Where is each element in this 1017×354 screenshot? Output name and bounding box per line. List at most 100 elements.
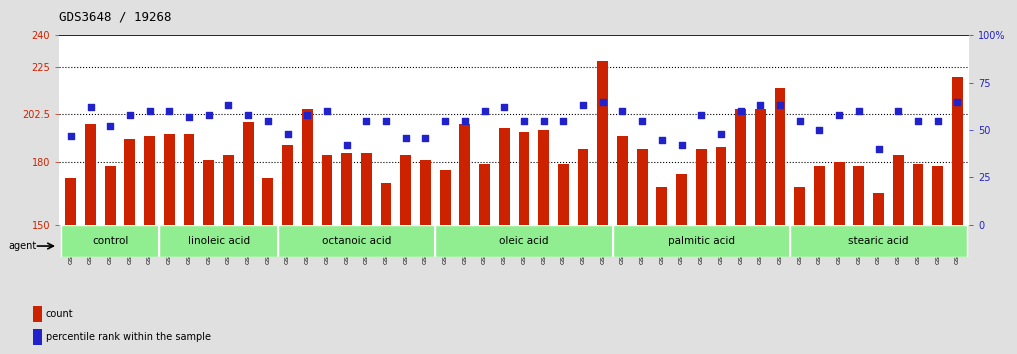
Text: control: control <box>92 236 128 246</box>
Point <box>476 108 492 114</box>
Bar <box>124 138 135 225</box>
Point <box>753 103 769 108</box>
Bar <box>498 128 510 225</box>
Bar <box>401 155 411 225</box>
Point <box>732 108 749 114</box>
Bar <box>617 136 627 225</box>
Point <box>181 114 197 120</box>
Point <box>280 131 296 137</box>
Bar <box>282 145 293 225</box>
Bar <box>597 61 608 225</box>
Bar <box>144 136 155 225</box>
Bar <box>874 193 884 225</box>
Point <box>200 112 217 118</box>
Point <box>398 135 414 141</box>
Bar <box>243 122 253 225</box>
Point <box>516 118 532 124</box>
Bar <box>853 166 864 225</box>
Bar <box>637 149 648 225</box>
Bar <box>656 187 667 225</box>
Bar <box>61 225 160 257</box>
Bar <box>612 225 790 257</box>
Bar <box>479 164 490 225</box>
Point <box>457 118 473 124</box>
Point <box>831 112 847 118</box>
Text: agent: agent <box>8 241 37 251</box>
Point <box>791 118 807 124</box>
Bar <box>342 153 352 225</box>
Point <box>673 142 690 148</box>
Bar <box>203 160 215 225</box>
Point <box>358 118 374 124</box>
Bar <box>105 166 116 225</box>
Bar <box>716 147 726 225</box>
Point <box>259 118 276 124</box>
Point <box>536 118 552 124</box>
Point <box>63 133 79 139</box>
Point <box>437 118 454 124</box>
Bar <box>321 155 333 225</box>
Bar <box>775 88 785 225</box>
Text: octanoic acid: octanoic acid <box>321 236 392 246</box>
Point <box>240 112 256 118</box>
Bar <box>160 225 278 257</box>
Point <box>654 137 670 142</box>
Bar <box>538 130 549 225</box>
Bar <box>85 124 96 225</box>
Bar <box>278 225 435 257</box>
Bar <box>912 164 923 225</box>
Point <box>102 124 118 129</box>
Point <box>141 108 158 114</box>
Point <box>595 99 611 104</box>
Point <box>634 118 650 124</box>
Point <box>910 118 926 124</box>
Bar <box>558 164 569 225</box>
Point <box>812 127 828 133</box>
Point <box>930 118 946 124</box>
Point <box>318 108 335 114</box>
Point <box>851 108 868 114</box>
Text: percentile rank within the sample: percentile rank within the sample <box>46 332 211 342</box>
Text: oleic acid: oleic acid <box>499 236 549 246</box>
Bar <box>578 149 589 225</box>
Point <box>496 104 513 110</box>
Bar <box>33 306 42 321</box>
Point <box>555 118 572 124</box>
Bar <box>519 132 530 225</box>
Point <box>221 103 237 108</box>
Bar <box>755 109 766 225</box>
Text: count: count <box>46 309 73 319</box>
Bar <box>164 134 175 225</box>
Point <box>871 146 887 152</box>
Bar <box>420 160 431 225</box>
Bar <box>65 178 76 225</box>
Point <box>575 103 591 108</box>
Bar <box>435 225 612 257</box>
Text: palmitic acid: palmitic acid <box>668 236 734 246</box>
Text: linoleic acid: linoleic acid <box>187 236 249 246</box>
Point <box>161 108 177 114</box>
Point <box>949 99 965 104</box>
Bar <box>794 187 805 225</box>
Bar <box>302 109 312 225</box>
Bar <box>676 174 686 225</box>
Point <box>299 112 315 118</box>
Point <box>694 112 710 118</box>
Point <box>713 131 729 137</box>
Bar <box>380 183 392 225</box>
Bar <box>460 124 470 225</box>
Bar <box>696 149 707 225</box>
Bar <box>933 166 943 225</box>
Bar <box>33 329 42 345</box>
Point <box>772 103 788 108</box>
Point <box>122 112 138 118</box>
Point <box>339 142 355 148</box>
Text: stearic acid: stearic acid <box>848 236 909 246</box>
Bar <box>262 178 274 225</box>
Point <box>378 118 395 124</box>
Bar <box>439 170 451 225</box>
Bar <box>893 155 904 225</box>
Bar <box>814 166 825 225</box>
Text: GDS3648 / 19268: GDS3648 / 19268 <box>59 10 172 23</box>
Bar <box>952 78 963 225</box>
